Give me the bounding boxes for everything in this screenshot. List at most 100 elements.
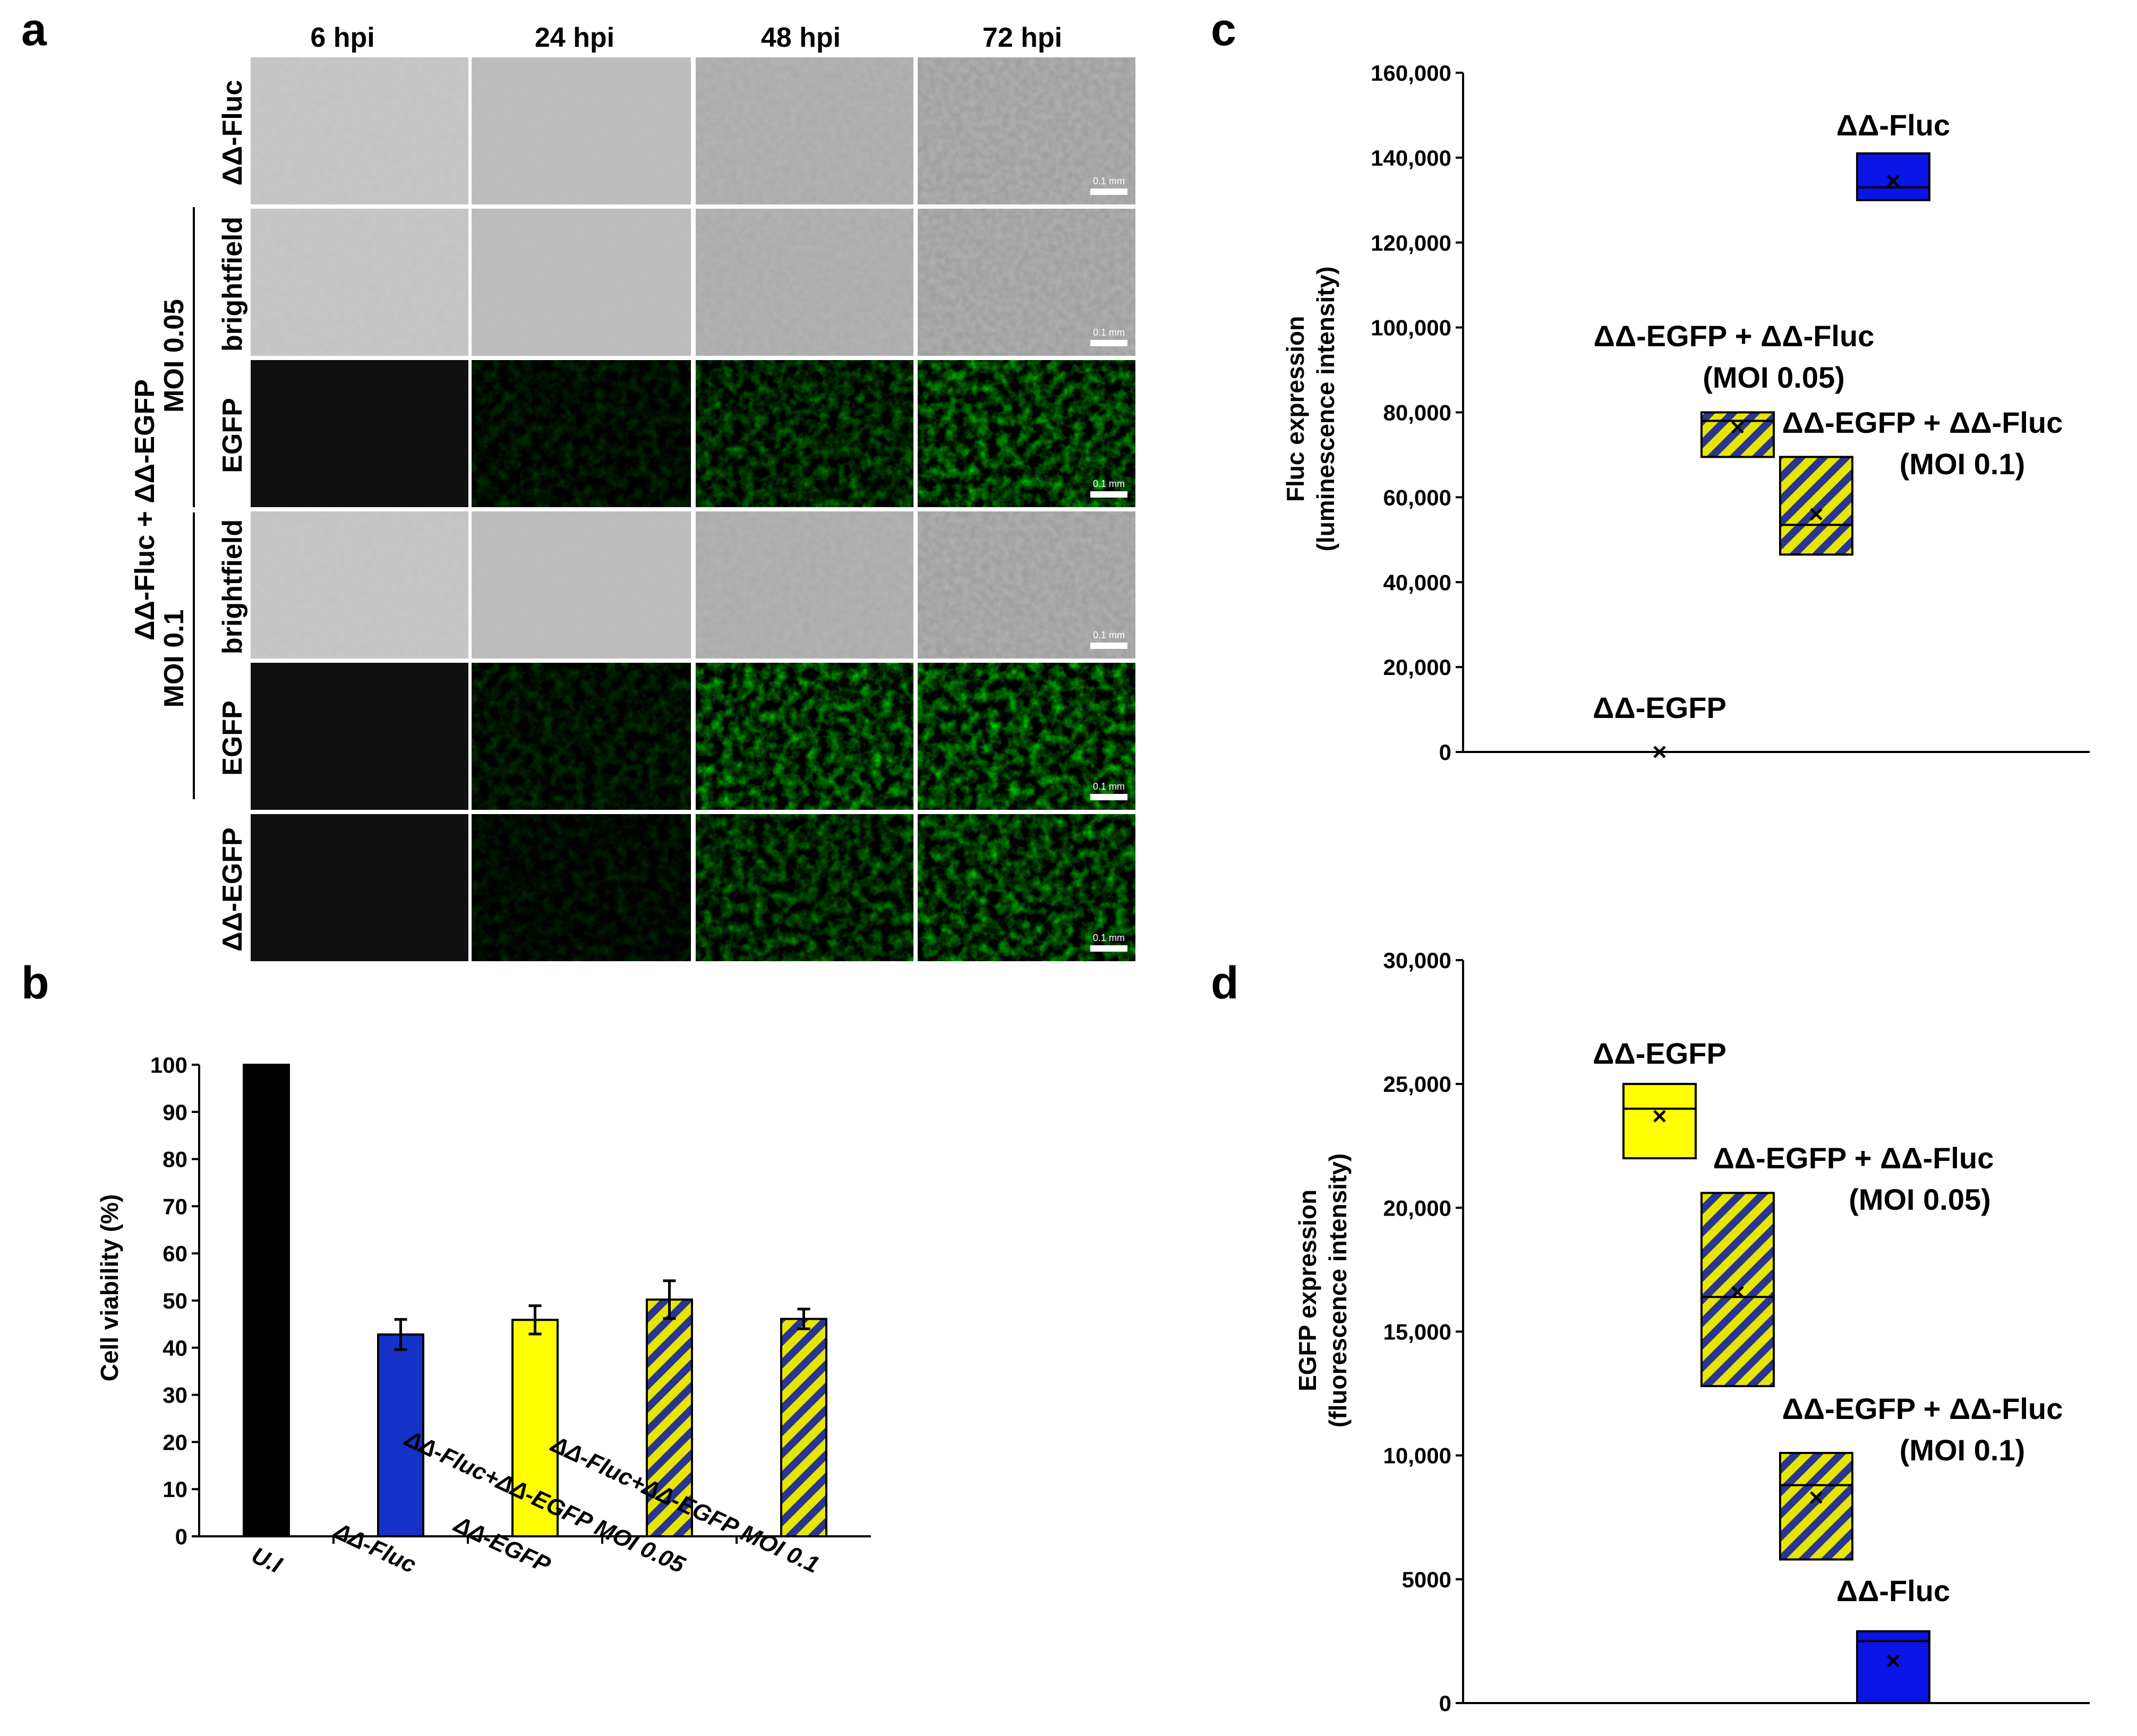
chart-d-ylabel2: (fluorescence intensity) [1324,1153,1352,1427]
box [1700,411,1775,458]
egfp-expression-box-chart: 0 5000 10,000 15,000 20,000 25,000 30,000 ΔΔ-EG… [1383,948,2090,1716]
y-tick-label: 50 [163,1288,187,1313]
panel-letter-a: a [21,4,47,55]
box-sublabel: (MOI 0.1) [1900,447,2025,481]
scale-bar [1090,643,1127,649]
scale-bar-label: 0.1 mm [1093,781,1125,792]
gfp-signal [696,663,913,810]
row-label-egfp-2: EGFP [217,700,248,776]
y-tick-label: 60 [163,1241,187,1266]
bar [377,1333,424,1538]
panel-letter-d: d [1211,957,1239,1008]
scale-bar [1090,189,1127,195]
micrograph-texture [251,209,468,356]
scale-bar-label: 0.1 mm [1093,630,1125,640]
y-tick-label: 20,000 [1383,1195,1451,1220]
scale-bar-label: 0.1 mm [1093,327,1125,338]
y-tick-label: 100 [150,1053,187,1077]
micrograph-texture [918,57,1135,204]
box [1622,1083,1697,1160]
box [1856,152,1930,201]
mean-marker [1810,1491,1823,1504]
y-tick-label: 90 [163,1100,187,1125]
y-tick-label: 80 [163,1147,187,1172]
y-tick-label: 30,000 [1383,948,1451,973]
y-tick-label: 40 [163,1336,187,1361]
micrograph-texture [918,511,1135,659]
mean-marker [1887,1654,1900,1667]
y-tick-label: 70 [163,1194,187,1219]
gfp-signal [696,360,913,507]
micrograph-texture [696,57,913,204]
scale-bar [1090,945,1127,952]
box-label: ΔΔ-EGFP [1593,691,1726,724]
y-tick-label: 160,000 [1371,61,1451,85]
micrograph-texture [251,511,468,659]
scale-bar-label: 0.1 mm [1093,933,1125,943]
mean-marker [1810,508,1823,521]
y-tick-label: 80,000 [1383,400,1451,425]
y-tick-label: 20,000 [1383,655,1451,680]
y-tick-label: 40,000 [1383,570,1451,595]
gfp-signal [918,814,1135,961]
mean-marker [1731,421,1744,434]
box-sublabel: (MOI 0.1) [1900,1433,2025,1467]
gfp-signal [472,814,691,961]
y-tick-label: 10,000 [1383,1443,1451,1468]
row-label-fluc: ΔΔ-Fluc [217,80,248,186]
col-header-48hpi: 48 hpi [761,22,841,53]
box [1856,1630,1930,1705]
y-tick-label: 30 [163,1383,187,1408]
box [1779,1452,1853,1561]
chart-c-ylabel: Fluc expression [1281,316,1309,502]
y-tick-label: 20 [163,1430,187,1455]
box-label: ΔΔ-EGFP + ΔΔ-Fluc [1594,319,1875,353]
fluc-expression-box-chart: 0 20,000 40,000 60,000 80,000 100,000 120,000 1… [1371,61,2090,765]
scale-bar [1090,794,1127,800]
box-sublabel: (MOI 0.05) [1703,361,1845,394]
panel-letter-c: c [1211,4,1236,55]
y-tick-label: 140,000 [1371,146,1451,170]
y-tick-label: 0 [175,1524,187,1549]
scale-bar [1090,491,1127,498]
micrograph-texture [696,511,913,659]
mean-marker [1653,746,1666,758]
gfp-signal [918,360,1135,507]
panel-letter-b: b [21,957,49,1008]
chart-c-ylabel2: (luminescence intensity) [1312,267,1339,552]
y-tick-label: 0 [1439,1691,1451,1716]
y-tick-label: 0 [1439,740,1451,765]
micrograph-texture [472,209,691,356]
row-label-brightfield-1: brightfield [217,217,248,352]
gfp-signal [472,663,691,810]
box-label: ΔΔ-EGFP [1593,1037,1726,1070]
y-tick-label: 15,000 [1383,1320,1451,1345]
group-label-coinfection: ΔΔ-Fluc + ΔΔ-EGFP [130,379,160,640]
micrograph-texture [918,209,1135,356]
group-label-moi-01: MOI 0.1 [159,610,190,708]
micrograph-texture [472,511,691,659]
box-label: ΔΔ-EGFP + ΔΔ-Fluc [1782,1392,2063,1425]
box [1700,1192,1775,1388]
y-tick-label: 25,000 [1383,1072,1451,1097]
col-header-72hpi: 72 hpi [982,22,1062,53]
mean-marker [1731,1286,1744,1298]
micrograph-tile [251,663,468,810]
gfp-signal [696,814,913,961]
micrograph-texture [472,57,691,204]
y-tick-label: 100,000 [1371,315,1451,340]
chart-b-ylabel: Cell viability (%) [96,1194,123,1382]
y-tick-label: 120,000 [1371,230,1451,255]
col-header-24hpi: 24 hpi [535,22,614,53]
y-tick-label: 5000 [1402,1567,1451,1592]
bar [780,1318,827,1538]
scale-bar-label: 0.1 mm [1093,176,1125,186]
bar [243,1064,290,1537]
box-label: ΔΔ-Fluc [1836,108,1950,142]
micrograph-grid: 0.1 mm 0.1 mm 0.1 mm 0.1 mm 0.1 mm 0.1 mm [251,57,1135,961]
box [1779,456,1853,556]
col-header-6hpi: 6 hpi [310,22,374,53]
mean-marker [1653,1110,1666,1123]
